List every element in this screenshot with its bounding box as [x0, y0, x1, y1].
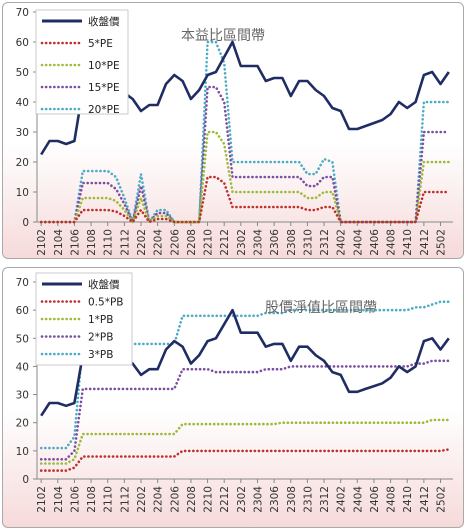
pb-x-tick-label: 2412 [419, 486, 431, 513]
pb-series-2-line [39, 418, 451, 465]
pb-y-tick-label: 20 [16, 418, 29, 430]
pb-band-chart: 0 10 20 30 40 50 60 70 2102 2104 2106 2108 2110 2112 2… [16, 272, 453, 513]
pb-x-tick-label: 2108 [86, 486, 98, 513]
pb-legend-label-3: 2*PB [88, 332, 113, 344]
pe-x-tick-label: 2104 [53, 229, 65, 256]
pb-x-tick-label: 2112 [119, 486, 131, 513]
pe-legend-label-2: 10*PE [88, 60, 120, 72]
pb-x-tick-label: 2306 [269, 486, 281, 513]
pe-series-3-line [39, 85, 451, 226]
pe-x-tick-label: 2302 [236, 229, 248, 256]
pb-x-tick-label: 2212 [219, 486, 231, 513]
pe-x-tick-label: 2412 [419, 229, 431, 256]
pb-x-tick-label: 2206 [169, 486, 181, 513]
pb-x-tick-label: 2202 [136, 486, 148, 513]
pe-x-tick-label: 2502 [436, 229, 448, 256]
pb-legend-label-4: 3*PB [88, 349, 113, 361]
pb-x-tick-label: 2302 [236, 486, 248, 513]
pe-band-chart-panel: 0 10 20 30 40 50 60 70 2102 2104 2106 2108 2110 2112 2… [2, 2, 464, 259]
pe-x-tick-label: 2102 [36, 229, 48, 256]
pe-x-tick-label: 2210 [203, 229, 215, 256]
pb-band-chart-panel: 0 10 20 30 40 50 60 70 2102 2104 2106 2108 2110 2112 2… [2, 267, 464, 528]
pb-y-tick-label: 60 [16, 305, 29, 317]
pb-x-tick-label: 2406 [369, 486, 381, 513]
pe-x-tick-label: 2410 [402, 229, 414, 256]
pb-x-tick-label: 2410 [402, 486, 414, 513]
pb-x-tick-label: 2104 [53, 486, 65, 513]
pe-x-tick-label: 2408 [386, 229, 398, 256]
pe-x-tick-label: 2206 [169, 229, 181, 256]
pb-x-tick-label: 2208 [186, 486, 198, 513]
pb-x-tick-label: 2502 [436, 486, 448, 513]
pe-y-tick-label: 30 [16, 127, 29, 139]
pb-y-tick-label: 30 [16, 390, 29, 402]
pb-x-tick-label: 2304 [252, 486, 264, 513]
pe-x-tick-label: 2312 [319, 229, 331, 256]
pe-legend-label-3: 15*PE [88, 82, 120, 94]
pb-x-tick-label: 2310 [302, 486, 314, 513]
pe-series-4-line [39, 40, 451, 226]
pb-y-tick-label: 50 [16, 333, 29, 345]
pb-x-tick-label: 2204 [153, 486, 165, 513]
pb-x-tick-label: 2110 [103, 486, 115, 513]
pe-x-tick-label: 2106 [69, 229, 81, 256]
pb-x-tick-label: 2106 [69, 486, 81, 513]
pe-series-2-line [39, 130, 451, 225]
pe-x-tick-label: 2308 [286, 229, 298, 256]
pb-legend-label-1: 0.5*PB [88, 297, 123, 309]
pb-y-tick-label: 70 [16, 277, 29, 289]
pe-legend-label-0: 收盤價 [88, 15, 120, 28]
pe-y-tick-label: 10 [16, 187, 29, 199]
pe-x-tick-label: 2306 [269, 229, 281, 256]
pe-y-tick-label: 0 [22, 217, 29, 229]
pb-x-tick-label: 2404 [352, 486, 364, 513]
pe-x-tick-label: 2212 [219, 229, 231, 256]
pe-band-chart: 0 10 20 30 40 50 60 70 2102 2104 2106 2108 2110 2112 2… [16, 7, 453, 256]
pe-y-tick-label: 70 [16, 7, 29, 19]
pe-x-tick-label: 2404 [352, 229, 364, 256]
pb-y-tick-label: 10 [16, 446, 29, 458]
pb-y-tick-label: 0 [22, 474, 29, 486]
pe-x-tick-label: 2304 [252, 229, 264, 256]
pb-x-tick-label: 2210 [203, 486, 215, 513]
pe-chart-title: 本益比區間帶 [181, 28, 265, 44]
pb-series-4-line [39, 300, 451, 450]
pb-legend-label-2: 1*PB [88, 314, 113, 326]
pe-x-tick-label: 2202 [136, 229, 148, 256]
pe-legend-box [35, 9, 129, 115]
pe-y-tick-label: 50 [16, 67, 29, 79]
pb-legend-box [35, 272, 133, 366]
pe-x-tick-label: 2110 [103, 229, 115, 256]
pe-x-tick-label: 2112 [119, 229, 131, 256]
pb-x-tick-label: 2102 [36, 486, 48, 513]
pe-legend: 收盤價 5*PE 10*PE 15*PE 20*PE [35, 9, 129, 116]
pb-x-tick-label: 2308 [286, 486, 298, 513]
pb-x-tick-label: 2312 [319, 486, 331, 513]
pb-chart-title: 股價淨值比區間帶 [265, 299, 377, 316]
pe-y-tick-label: 60 [16, 37, 29, 49]
pe-legend-label-1: 5*PE [88, 38, 113, 50]
pe-x-tick-label: 2204 [153, 229, 165, 256]
pe-x-tick-label: 2406 [369, 229, 381, 256]
pb-legend: 收盤價 0.5*PB 1*PB 2*PB 3*PB [35, 272, 133, 366]
pe-y-tick-label: 20 [16, 157, 29, 169]
pe-y-tick-label: 40 [16, 97, 29, 109]
pe-x-tick-label: 2310 [302, 229, 314, 256]
pe-x-tick-label: 2208 [186, 229, 198, 256]
pb-x-tick-label: 2402 [336, 486, 348, 513]
pb-series-1-line [39, 448, 451, 472]
pe-legend-label-4: 20*PE [88, 104, 120, 116]
pe-series-1-line [39, 175, 451, 224]
pb-series-3-line [39, 359, 451, 461]
pe-x-tick-label: 2108 [86, 229, 98, 256]
pb-x-tick-label: 2408 [386, 486, 398, 513]
pb-legend-label-0: 收盤價 [88, 278, 120, 291]
pe-x-tick-label: 2402 [336, 229, 348, 256]
pb-y-tick-label: 40 [16, 361, 29, 373]
